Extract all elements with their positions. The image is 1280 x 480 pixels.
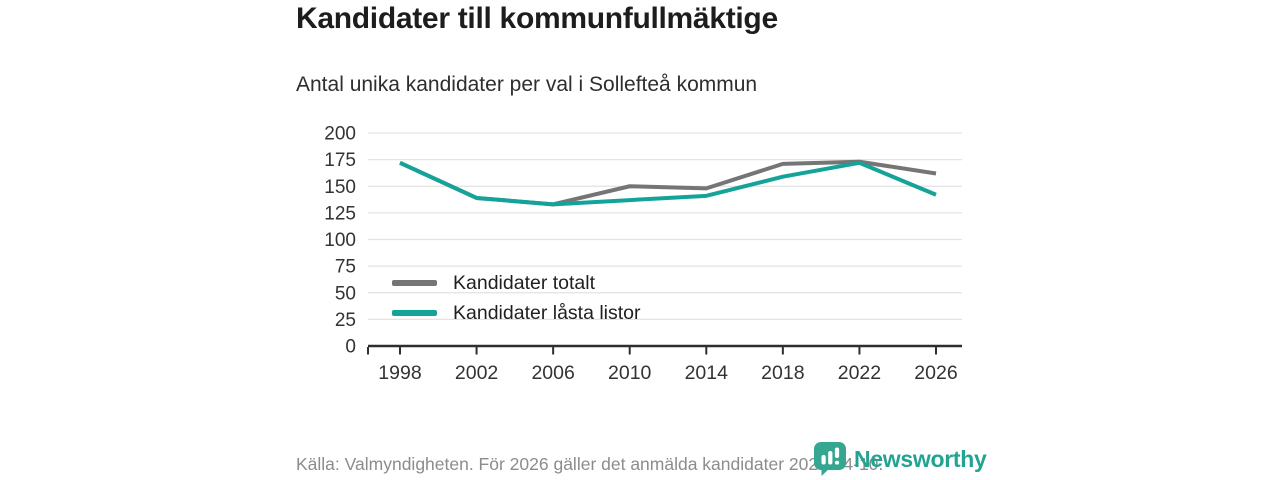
y-axis-labels: 0 25 50 75 100 125 150 175 200 [324,124,356,358]
svg-text:50: 50 [335,283,356,304]
legend-label-totalt: Kandidater totalt [453,271,596,294]
x-axis [367,344,962,355]
svg-text:200: 200 [324,124,356,145]
svg-text:150: 150 [324,177,356,198]
svg-text:0: 0 [345,337,356,358]
legend-item-totalt: Kandidater totalt [392,268,641,298]
svg-text:2002: 2002 [455,362,498,384]
series-line-1 [399,160,937,207]
newsworthy-wordmark: Newsworthy [854,445,987,472]
svg-text:125: 125 [324,203,356,224]
newsworthy-logo[interactable]: Newsworthy [812,440,987,478]
x-axis-labels: 1998 2002 2006 2010 2014 2018 2022 2026 [378,362,957,384]
chart-legend: Kandidater totalt Kandidater låsta listo… [392,268,641,328]
legend-swatch-lasta-listor [392,310,437,316]
svg-text:2010: 2010 [608,362,652,384]
legend-swatch-totalt [392,280,437,286]
svg-text:2026: 2026 [914,362,957,384]
svg-text:2018: 2018 [761,362,804,384]
svg-text:2014: 2014 [685,362,729,384]
legend-label-lasta-listor: Kandidater låsta listor [453,301,641,324]
page-title: Kandidater till kommunfullmäktige [296,2,778,35]
svg-text:2006: 2006 [531,362,574,384]
svg-text:75: 75 [335,257,356,278]
legend-item-lasta-listor: Kandidater låsta listor [392,298,641,328]
svg-text:1998: 1998 [378,362,421,384]
source-note: Källa: Valmyndigheten. För 2026 gäller d… [296,454,884,474]
svg-text:25: 25 [335,310,356,331]
svg-text:175: 175 [324,150,356,171]
newsworthy-bubble-chart-icon [814,442,846,476]
chart-subtitle: Antal unika kandidater per val i Solleft… [296,73,758,96]
svg-text:100: 100 [324,230,356,251]
svg-text:2022: 2022 [838,362,881,384]
